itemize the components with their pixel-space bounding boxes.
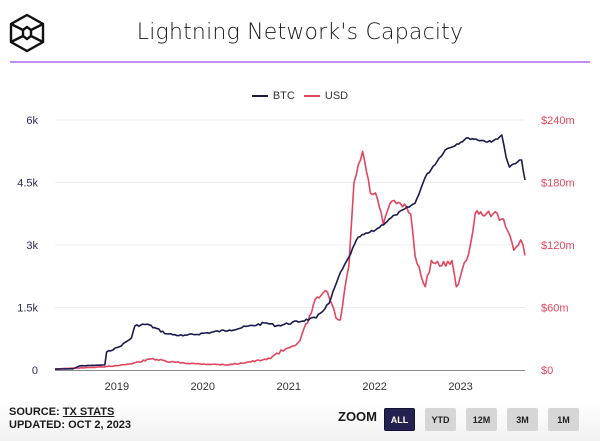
footer-info: SOURCE: TX STATS UPDATED: OCT 2, 2023: [9, 406, 131, 432]
y-right-tick-label: $60m: [541, 303, 569, 315]
y-right-tick-label: $240m: [541, 115, 575, 127]
x-tick-label: 2022: [362, 381, 386, 393]
y-left-tick-label: 3k: [26, 240, 38, 252]
x-tick-label: 2023: [448, 381, 472, 393]
y-right-tick-label: $180m: [541, 178, 575, 190]
title-divider: [10, 61, 590, 63]
footer-bar: [0, 403, 600, 441]
legend-item-usd[interactable]: USD: [303, 90, 349, 102]
source-link[interactable]: TX STATS: [62, 406, 115, 418]
zoom-all-button[interactable]: ALL: [384, 408, 415, 431]
y-right-tick-label: $120m: [541, 240, 575, 252]
y-left-tick-label: 4.5k: [17, 178, 38, 190]
line-chart: 0 1.5k 3k 4.5k 6k $0 $60m $120m $180m $240m 2019 20…: [17, 115, 575, 393]
legend-label-usd: USD: [324, 90, 349, 102]
legend-swatch-btc: [251, 95, 268, 97]
y-left-tick-label: 6k: [26, 115, 38, 127]
x-tick-label: 2020: [191, 381, 215, 393]
zoom-3m-button[interactable]: 3M: [507, 408, 538, 431]
zoom-ytd-button[interactable]: YTD: [425, 408, 456, 431]
series-line-usd: [54, 150, 526, 370]
zoom-1m-button[interactable]: 1M: [548, 408, 579, 431]
cube-logo-icon: [9, 13, 45, 53]
legend-swatch-usd: [303, 95, 320, 97]
chart-legend: BTC USD: [0, 88, 600, 102]
legend-item-btc[interactable]: BTC: [251, 90, 295, 102]
y-left-tick-label: 1.5k: [17, 303, 38, 315]
source-line: SOURCE: TX STATS: [9, 406, 131, 419]
chart-title: Lightning Network's Capacity: [136, 20, 464, 45]
updated-date: UPDATED: OCT 2, 2023: [9, 419, 132, 431]
legend-label-btc: BTC: [272, 90, 295, 102]
x-tick-label: 2021: [276, 381, 300, 393]
series-line-btc: [54, 134, 526, 370]
zoom-label: ZOOM: [338, 409, 377, 424]
source-prefix: SOURCE:: [9, 406, 63, 418]
y-left-tick-label: 0: [32, 365, 38, 377]
zoom-12m-button[interactable]: 12M: [466, 408, 497, 431]
y-right-tick-label: $0: [541, 365, 553, 377]
x-tick-label: 2019: [105, 381, 129, 393]
